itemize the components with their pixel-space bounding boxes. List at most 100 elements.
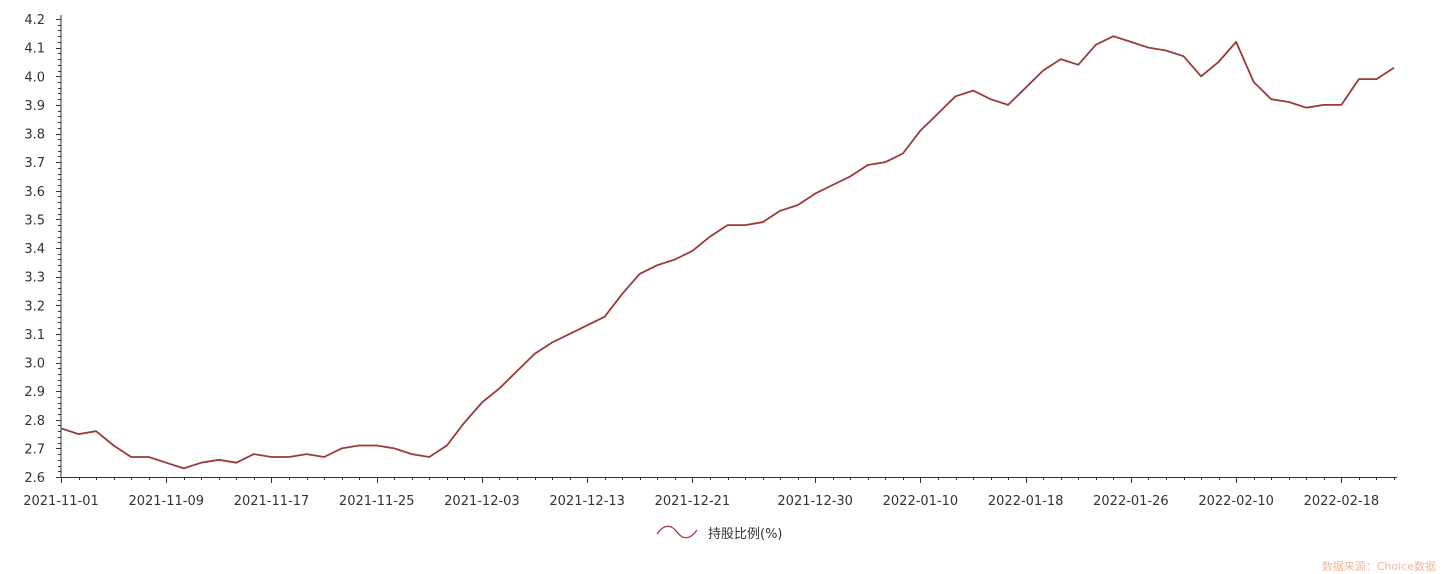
data-point[interactable] (1269, 97, 1274, 102)
y-tick-label: 3.5 (24, 213, 45, 228)
y-tick-label: 3.4 (24, 242, 45, 257)
data-point[interactable] (199, 460, 204, 465)
data-point[interactable] (1111, 34, 1116, 39)
x-tick-label: 2021-12-13 (549, 494, 625, 509)
data-point[interactable] (479, 400, 484, 405)
data-point[interactable] (76, 432, 81, 437)
data-point[interactable] (1304, 105, 1309, 110)
x-tick-label: 2021-11-17 (234, 494, 310, 509)
data-point[interactable] (251, 452, 256, 457)
y-tick-label: 3.6 (24, 185, 45, 200)
data-point[interactable] (515, 369, 520, 374)
data-point[interactable] (1356, 77, 1361, 82)
y-tick-label: 3.8 (24, 128, 45, 143)
data-point[interactable] (1216, 59, 1221, 64)
data-point[interactable] (1234, 39, 1239, 44)
data-point[interactable] (1128, 39, 1133, 44)
data-point[interactable] (1164, 48, 1169, 53)
data-point[interactable] (1181, 54, 1186, 59)
data-point[interactable] (427, 455, 432, 460)
series-line[interactable] (60, 35, 1395, 470)
data-point[interactable] (462, 420, 467, 425)
data-point[interactable] (637, 271, 642, 276)
data-point[interactable] (708, 234, 713, 239)
data-point[interactable] (1199, 74, 1204, 79)
data-point[interactable] (1041, 68, 1046, 73)
data-point[interactable] (234, 460, 239, 465)
data-point[interactable] (900, 151, 905, 156)
data-point[interactable] (988, 97, 993, 102)
data-point[interactable] (1251, 80, 1256, 85)
data-point[interactable] (532, 351, 537, 356)
data-point[interactable] (848, 174, 853, 179)
data-point[interactable] (620, 291, 625, 296)
data-point[interactable] (1076, 62, 1081, 67)
data-point[interactable] (936, 111, 941, 116)
y-tick-label: 3.3 (24, 271, 45, 286)
data-point[interactable] (357, 443, 362, 448)
data-point[interactable] (216, 457, 221, 462)
data-point[interactable] (111, 443, 116, 448)
data-point[interactable] (690, 248, 695, 253)
data-point[interactable] (602, 314, 607, 319)
y-tick-label: 3.9 (24, 99, 45, 114)
data-point[interactable] (1006, 102, 1011, 107)
data-point[interactable] (760, 220, 765, 225)
legend-label: 持股比例(%) (708, 526, 783, 542)
data-point[interactable] (672, 257, 677, 262)
data-point[interactable] (269, 455, 274, 460)
data-point[interactable] (392, 446, 397, 451)
legend[interactable]: 持股比例(%) (656, 522, 783, 542)
data-point[interactable] (59, 426, 64, 431)
y-tick-label: 4.0 (24, 70, 45, 85)
data-point[interactable] (287, 455, 292, 460)
data-point[interactable] (1023, 85, 1028, 90)
data-point[interactable] (322, 455, 327, 460)
data-point[interactable] (146, 455, 151, 460)
data-point[interactable] (567, 331, 572, 336)
data-point[interactable] (94, 429, 99, 434)
data-point[interactable] (813, 191, 818, 196)
x-tick-label: 2021-12-30 (777, 494, 853, 509)
y-tick-label: 3.0 (24, 357, 45, 372)
x-tick-label: 2022-01-26 (1093, 494, 1169, 509)
y-axis: 2.6 2.7 2.8 2.9 3.0 3.1 3.2 3.3 3.4 3.5 3.6 3.7 3.8 3… (24, 13, 62, 486)
y-tick-label: 3.2 (24, 299, 45, 314)
y-tick-label: 3.7 (24, 156, 45, 171)
data-point[interactable] (778, 208, 783, 213)
data-point[interactable] (953, 94, 958, 99)
data-point[interactable] (1146, 45, 1151, 50)
data-point[interactable] (830, 183, 835, 188)
data-point[interactable] (181, 466, 186, 471)
data-point[interactable] (1339, 102, 1344, 107)
data-point[interactable] (725, 223, 730, 228)
data-point[interactable] (585, 323, 590, 328)
data-point[interactable] (374, 443, 379, 448)
data-point[interactable] (1392, 65, 1397, 70)
y-tick-label: 2.9 (24, 385, 45, 400)
data-point[interactable] (550, 340, 555, 345)
data-point[interactable] (497, 386, 502, 391)
data-point[interactable] (655, 263, 660, 268)
data-point[interactable] (1374, 77, 1379, 82)
x-tick-label: 2021-12-21 (655, 494, 731, 509)
data-point[interactable] (971, 88, 976, 93)
data-point[interactable] (1058, 57, 1063, 62)
data-point[interactable] (795, 203, 800, 208)
x-tick-label: 2022-01-18 (988, 494, 1064, 509)
data-point[interactable] (409, 452, 414, 457)
data-point[interactable] (304, 452, 309, 457)
data-point[interactable] (339, 446, 344, 451)
data-point[interactable] (129, 455, 134, 460)
data-point[interactable] (865, 163, 870, 168)
data-point[interactable] (918, 128, 923, 133)
data-point[interactable] (1286, 100, 1291, 105)
wave-line-icon (656, 525, 698, 539)
data-source-note: 数据来源：Choice数据 (1321, 560, 1436, 573)
data-point[interactable] (1093, 42, 1098, 47)
data-point[interactable] (444, 443, 449, 448)
data-point[interactable] (743, 223, 748, 228)
data-point[interactable] (164, 460, 169, 465)
data-point[interactable] (1321, 102, 1326, 107)
data-point[interactable] (883, 160, 888, 165)
